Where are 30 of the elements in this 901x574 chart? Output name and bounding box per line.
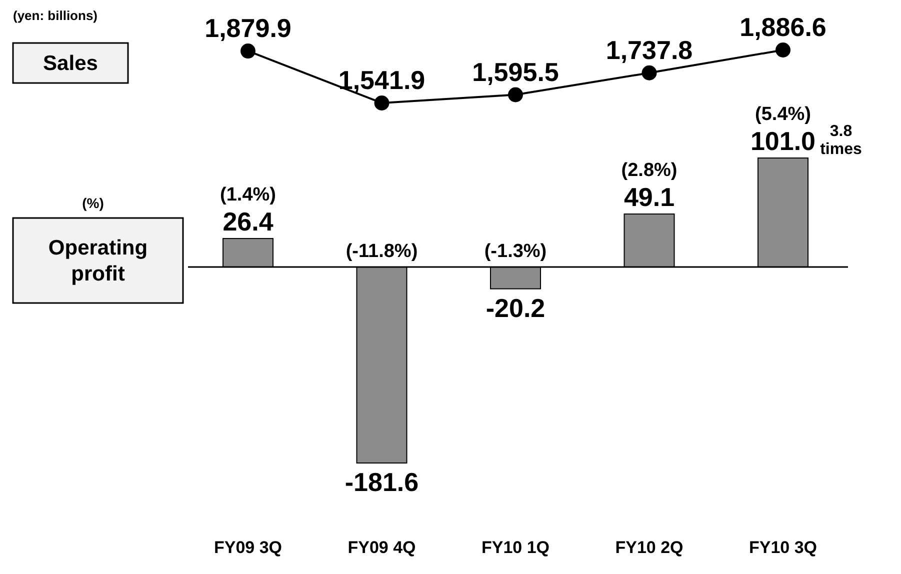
- annotation: (-1.3%): [484, 241, 547, 262]
- point: [508, 87, 523, 102]
- text: (%): [82, 195, 104, 211]
- point: [776, 42, 790, 58]
- annotation: 3.8 times: [820, 123, 862, 158]
- text: (yen: billions): [13, 8, 98, 23]
- point: [642, 65, 657, 80]
- x-tick-label: FY09 4Q: [348, 538, 416, 557]
- annotation: (-11.8%): [346, 241, 418, 262]
- annotation: (2.8%): [621, 160, 678, 182]
- annotation: (1.4%): [220, 184, 276, 206]
- data-label: 1,879.9: [204, 13, 292, 44]
- data-label: 26.4: [222, 206, 274, 237]
- annotation: (5.4%): [755, 104, 811, 125]
- data-label: 101.0: [750, 126, 816, 156]
- data-label: -20.2: [486, 292, 546, 323]
- data-label: -181.6: [344, 467, 419, 497]
- text: Operating profit: [48, 236, 148, 286]
- x-tick-label: FY09 3Q: [214, 538, 282, 557]
- text: Sales: [43, 52, 98, 75]
- point: [374, 96, 390, 110]
- data-label: 1,595.5: [472, 56, 559, 87]
- x-tick-label: FY10 3Q: [748, 538, 818, 557]
- x-tick-label: FY10 1Q: [481, 538, 550, 557]
- data-label: 1,737.8: [606, 34, 693, 65]
- data-label: 1,541.9: [338, 65, 426, 95]
- x-tick-label: FY10 2Q: [615, 538, 684, 557]
- point: [240, 44, 256, 59]
- data-label: 49.1: [624, 182, 675, 212]
- data-label: 1,886.6: [740, 12, 826, 42]
